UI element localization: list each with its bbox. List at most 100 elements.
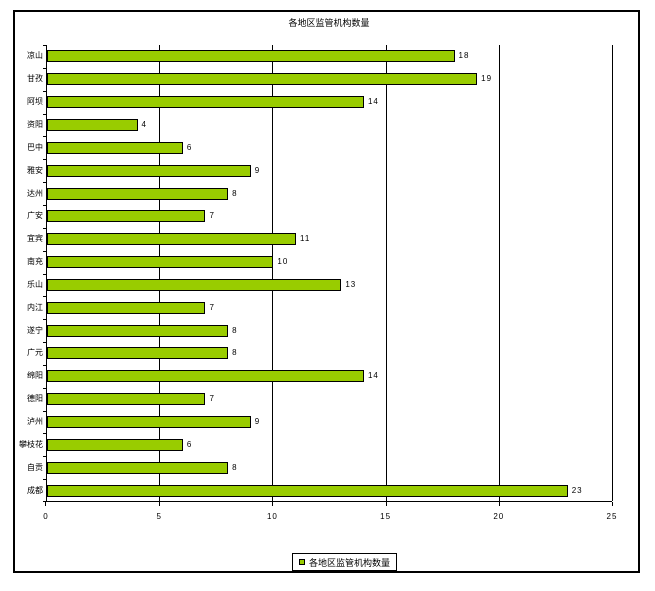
bar-row: 7 — [47, 388, 612, 411]
category-tick — [43, 45, 46, 46]
bar-value-label: 19 — [481, 74, 493, 84]
category-tick — [43, 136, 46, 137]
category-tick — [43, 342, 46, 343]
bar-row: 7 — [47, 205, 612, 228]
legend-label: 各地区监管机构数量 — [309, 557, 391, 568]
bar-row: 18 — [47, 45, 612, 68]
bar-value-label: 4 — [141, 119, 147, 129]
category-tick — [43, 411, 46, 412]
bar-泸州 — [47, 416, 251, 429]
bar-value-label: 8 — [232, 462, 238, 472]
value-tick-5 — [159, 502, 161, 506]
bar-value-label: 7 — [209, 302, 215, 312]
bar-成都 — [47, 484, 568, 497]
bar-value-label: 18 — [458, 51, 470, 61]
bar-value-label: 23 — [571, 485, 583, 495]
bar-row: 14 — [47, 365, 612, 388]
bar-row: 19 — [47, 68, 612, 91]
bar-value-label: 14 — [367, 97, 379, 107]
bar-攀枝花 — [47, 438, 183, 451]
category-label-乐山: 乐山 — [27, 279, 43, 289]
category-tick — [43, 479, 46, 480]
bar-内江 — [47, 301, 206, 314]
category-label-宜宾: 宜宾 — [27, 234, 43, 244]
category-label-遂宁: 遂宁 — [27, 325, 43, 335]
category-tick — [43, 433, 46, 434]
value-tick-label-15: 15 — [380, 512, 392, 521]
bar-宜宾 — [47, 233, 297, 246]
value-tick-label-10: 10 — [266, 512, 278, 521]
bar-value-label: 6 — [186, 439, 193, 449]
category-label-攀枝花: 攀枝花 — [19, 439, 43, 449]
category-tick — [43, 114, 46, 115]
category-label-广安: 广安 — [27, 211, 43, 221]
bar-value-label: 13 — [345, 279, 357, 289]
value-tick-20 — [498, 502, 500, 506]
bar-资阳 — [47, 118, 138, 131]
bar-value-label: 8 — [232, 325, 238, 335]
bar-row: 10 — [47, 251, 612, 274]
category-tick — [43, 91, 46, 92]
gridline-25 — [612, 45, 613, 501]
category-label-雅安: 雅安 — [27, 165, 43, 175]
category-label-成都: 成都 — [27, 485, 43, 495]
bar-巴中 — [47, 141, 183, 154]
category-tick — [43, 251, 46, 252]
category-label-内江: 内江 — [27, 302, 43, 312]
chart-title: 各地区监管机构数量 — [288, 18, 370, 28]
gridline-15 — [385, 45, 387, 501]
bar-value-label: 7 — [209, 211, 215, 221]
category-label-凉山: 凉山 — [27, 51, 43, 61]
bar-德阳 — [47, 393, 206, 406]
bar-凉山 — [47, 50, 455, 63]
value-tick-15 — [385, 502, 387, 506]
category-tick — [43, 456, 46, 457]
value-tick-25 — [612, 502, 613, 506]
category-label-阿坝: 阿坝 — [27, 97, 43, 107]
value-tick-0 — [45, 502, 46, 506]
bar-达州 — [47, 187, 229, 200]
bar-row: 6 — [47, 136, 612, 159]
bar-row: 11 — [47, 228, 612, 251]
bar-row: 8 — [47, 319, 612, 342]
value-tick-label-0: 0 — [43, 512, 49, 521]
bar-广安 — [47, 210, 206, 223]
gridline-20 — [498, 45, 500, 501]
category-label-达州: 达州 — [27, 188, 43, 198]
value-tick-label-5: 5 — [156, 512, 162, 521]
bar-row: 23 — [47, 479, 612, 502]
gridline-5 — [159, 45, 161, 501]
bar-row: 8 — [47, 182, 612, 205]
bar-value-label: 11 — [300, 234, 311, 244]
bar-value-label: 6 — [186, 142, 193, 152]
bar-阿坝 — [47, 96, 364, 109]
bar-row: 7 — [47, 296, 612, 319]
bar-雅安 — [47, 164, 251, 177]
category-tick — [43, 159, 46, 160]
bar-甘孜 — [47, 73, 478, 86]
category-label-资阳: 资阳 — [27, 119, 43, 129]
value-tick-10 — [272, 502, 274, 506]
category-tick — [43, 365, 46, 366]
bar-row: 8 — [47, 456, 612, 479]
bar-row: 8 — [47, 342, 612, 365]
bar-自贡 — [47, 461, 229, 474]
bar-value-label: 8 — [232, 348, 238, 358]
bar-绵阳 — [47, 370, 364, 383]
category-tick — [43, 228, 46, 229]
bar-遂宁 — [47, 324, 229, 337]
bar-row: 9 — [47, 411, 612, 434]
category-tick — [43, 296, 46, 297]
category-tick — [43, 205, 46, 206]
legend: 各地区监管机构数量 — [292, 553, 398, 571]
bar-value-label: 7 — [209, 394, 215, 404]
bar-value-label: 8 — [232, 188, 238, 198]
bar-row: 14 — [47, 91, 612, 114]
category-tick — [43, 182, 46, 183]
bar-row: 13 — [47, 274, 612, 297]
bar-row: 9 — [47, 159, 612, 182]
category-label-甘孜: 甘孜 — [27, 74, 43, 84]
bar-乐山 — [47, 278, 342, 291]
category-tick — [43, 388, 46, 389]
